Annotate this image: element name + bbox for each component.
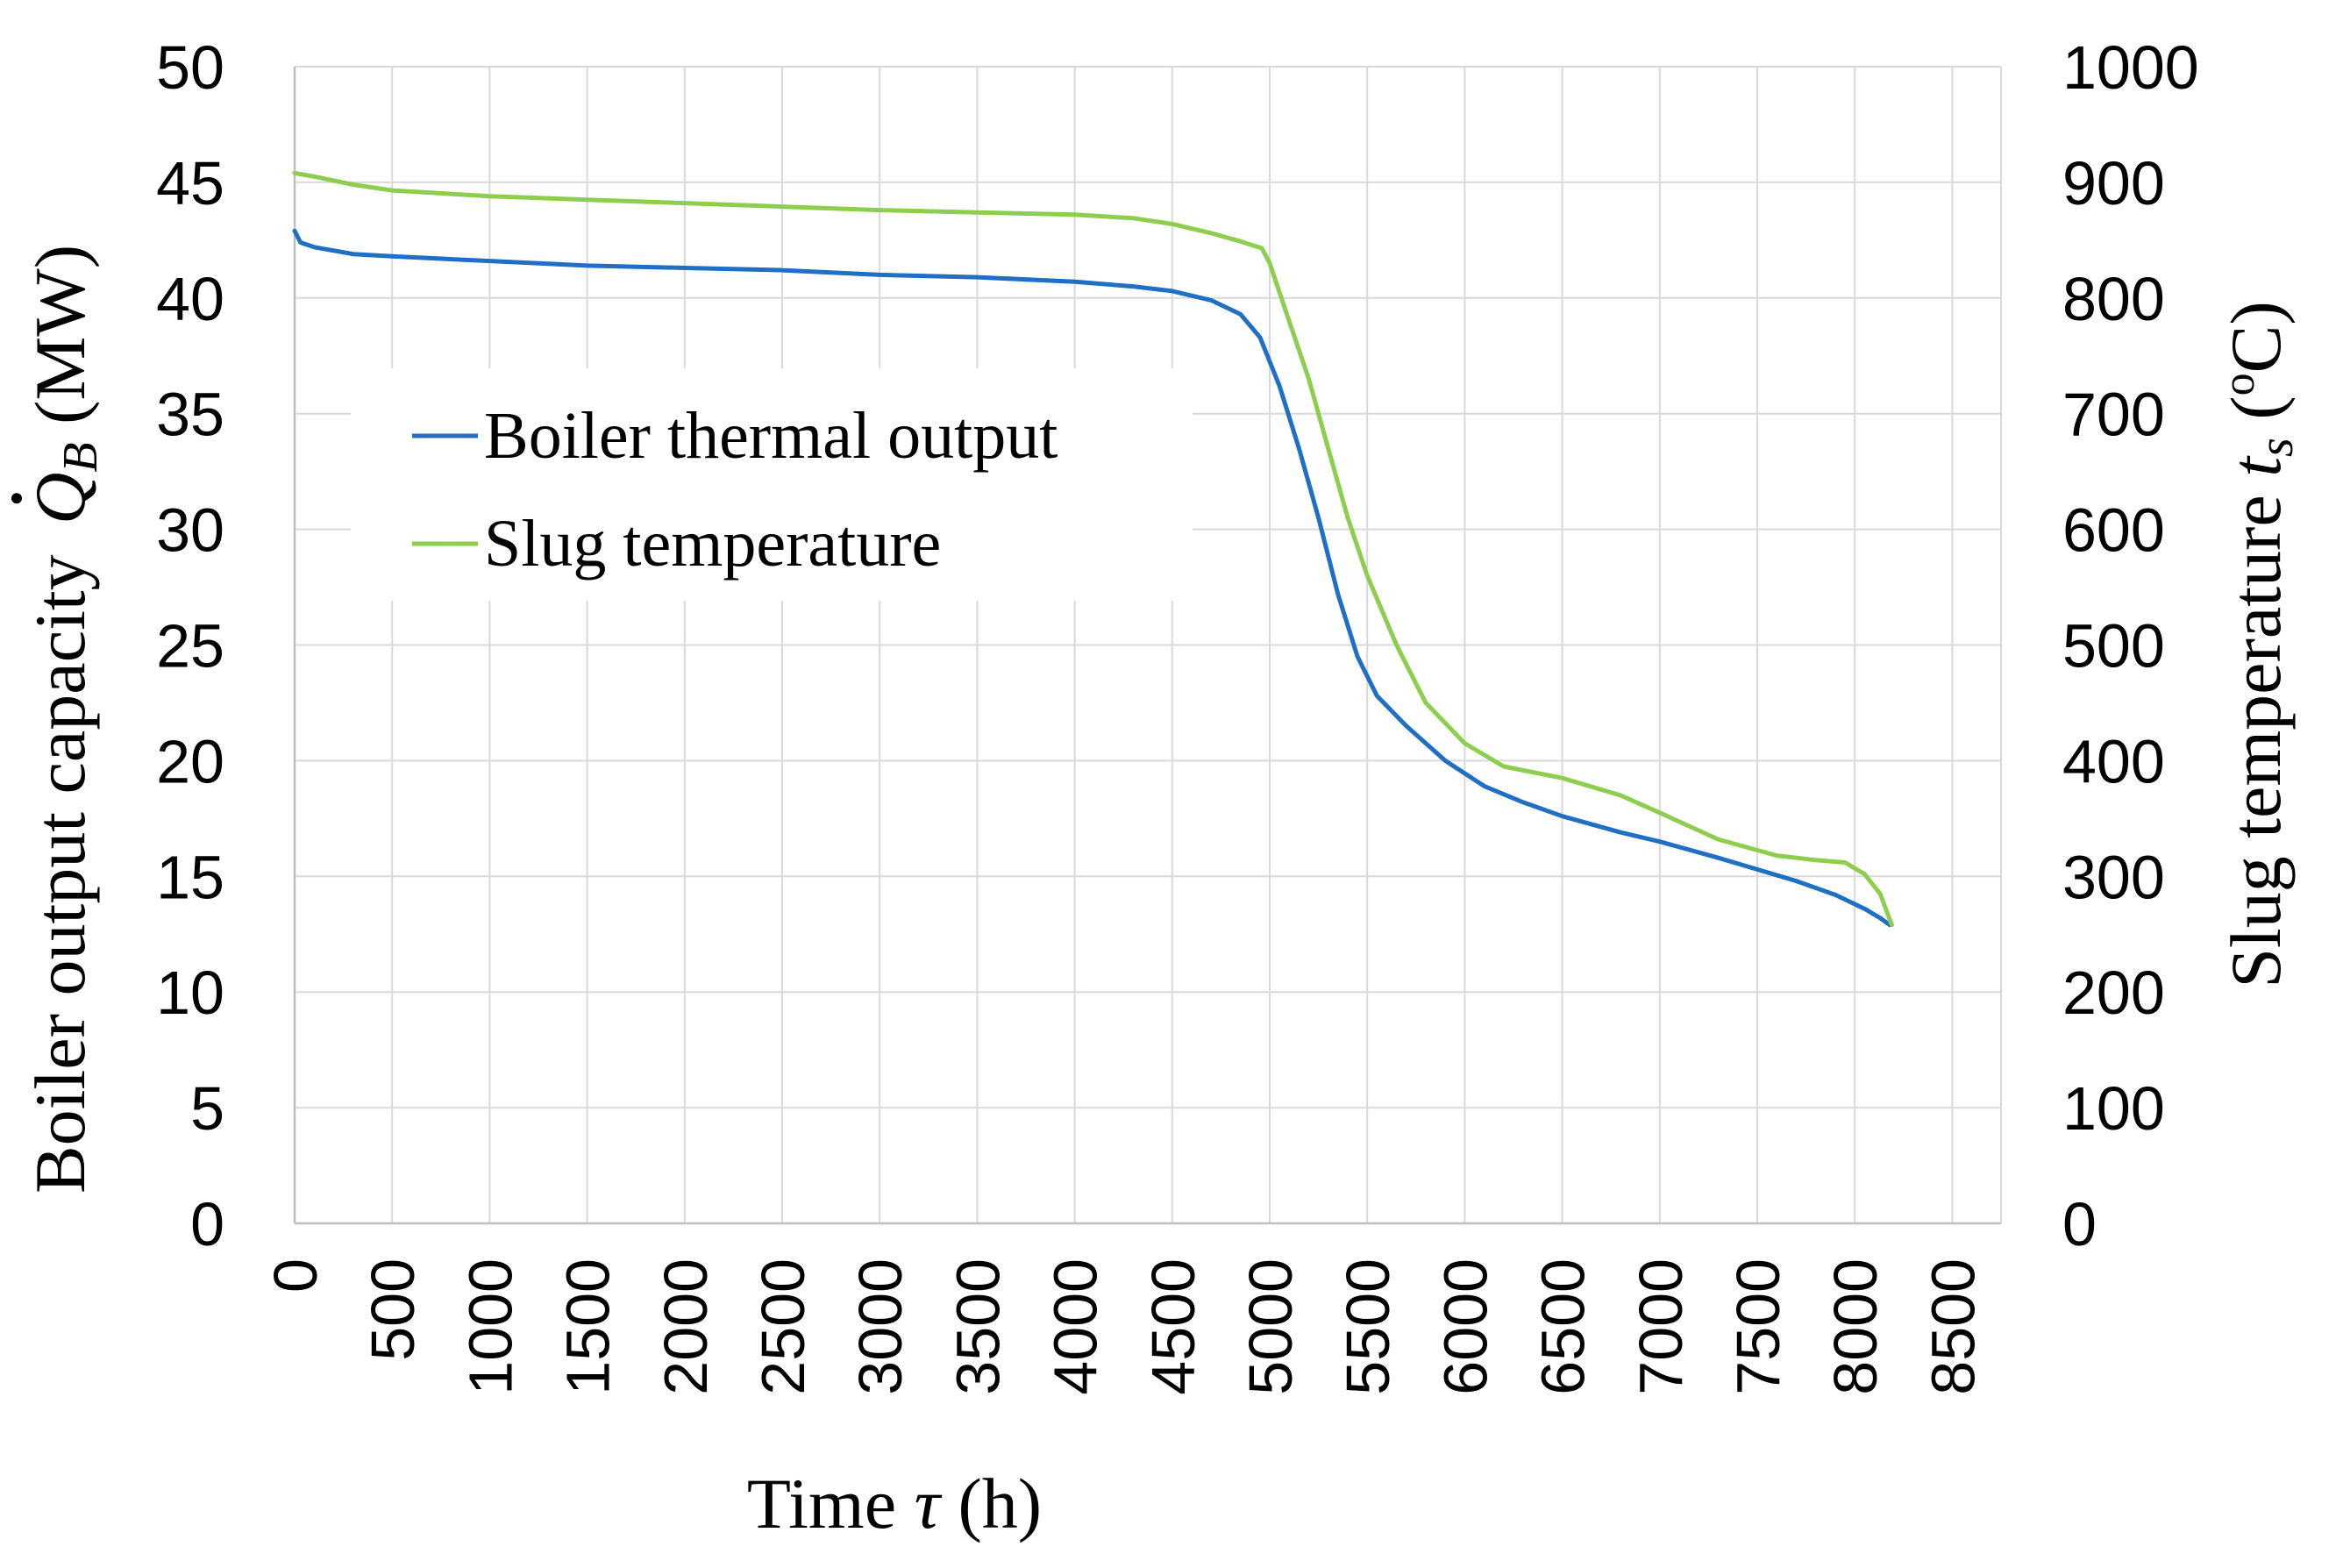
y-right-tick-label: 800 [2062,265,2165,333]
y-right-tick-label: 700 [2062,381,2165,449]
x-tick-label: 1000 [456,1258,524,1395]
x-tick-label: 0 [261,1258,330,1293]
x-tick-label: 4000 [1042,1258,1110,1395]
x-tick-label: 6500 [1529,1258,1598,1395]
series-line-boiler-thermal-output [292,228,1892,928]
derivative-dot [11,493,22,504]
x-tick-label: 8000 [1821,1258,1890,1395]
x-tick-label: 7500 [1724,1258,1792,1395]
y-right-tick-label: 600 [2062,496,2165,565]
y-left-tick-label: 30 [156,496,224,565]
legend: Boiler thermal output Slug temperature [351,368,1193,601]
plot-area [292,170,1894,928]
y-left-tick-label: 15 [156,843,224,911]
x-tick-label: 3500 [944,1258,1012,1395]
x-tick-label: 500 [359,1258,427,1361]
x-tick-label: 1500 [554,1258,623,1395]
series-line-slug-temperature [292,170,1894,928]
x-tick-label: 2500 [749,1258,817,1395]
y-left-tick-label: 35 [156,381,224,449]
y-right-tick-label: 500 [2062,612,2165,681]
y-right-tick-label: 400 [2062,727,2165,795]
gridlines [294,66,2002,1224]
y-left-tick-label: 20 [156,727,224,795]
x-tick-label: 5500 [1334,1258,1402,1395]
x-tick-label: 8500 [1919,1258,1987,1395]
y-axis-left-title: Boiler output capacity QB (MW) [20,245,108,1194]
y-left-tick-label: 5 [190,1074,224,1143]
x-tick-label: 6000 [1431,1258,1499,1395]
y-right-tick-label: 0 [2062,1190,2097,1258]
y-right-tick-label: 100 [2062,1074,2165,1143]
y-left-tick-label: 45 [156,149,224,217]
y-left-tick-label: 50 [156,33,224,102]
x-tick-label: 2000 [652,1258,720,1395]
y-right-tick-label: 300 [2062,843,2165,911]
x-tick-label: 4500 [1139,1258,1207,1395]
legend-label-slug-temperature: Slug temperature [484,507,941,581]
legend-label-boiler-thermal-output: Boiler thermal output [484,399,1058,473]
y-right-tick-label: 900 [2062,149,2165,217]
x-tick-label: 5000 [1236,1258,1305,1395]
y-left-tick-label: 40 [156,265,224,333]
x-tick-label: 3000 [846,1258,915,1395]
y-right-tick-label: 200 [2062,959,2165,1027]
legend-background [351,368,1193,601]
y-left-tick-label: 25 [156,612,224,681]
y-axis-right-title: Slug temperature ts (oC) [2214,301,2304,987]
y-left-tick-label: 10 [156,959,224,1027]
x-tick-label: 7000 [1627,1258,1695,1395]
y-right-tick-label: 1000 [2062,33,2199,102]
y-left-tick-label: 0 [190,1190,224,1258]
x-axis-title: Time τ (h) [747,1464,1042,1543]
